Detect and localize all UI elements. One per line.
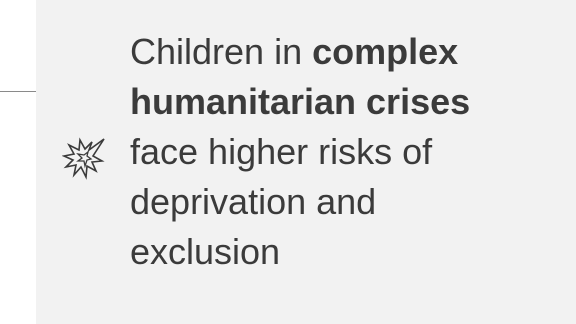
- statement-line-4: deprivation and: [130, 181, 377, 222]
- statement-line-3: face higher risks of: [130, 131, 433, 172]
- statement-emphasis-crises: humanitarian crises: [130, 81, 471, 122]
- statement-text: Children in complex humanitarian crises …: [130, 27, 550, 277]
- statement-line-5: exclusion: [130, 231, 281, 272]
- left-divider-line: [0, 91, 36, 92]
- statement-line-1-text: Children in: [130, 31, 313, 72]
- statement-line-1: Children in complex: [130, 27, 550, 77]
- info-card: [36, 0, 576, 324]
- explosion-burst-icon: [62, 137, 105, 180]
- statement-emphasis-complex: complex: [312, 31, 459, 72]
- statement-line-2: humanitarian crises: [130, 77, 550, 127]
